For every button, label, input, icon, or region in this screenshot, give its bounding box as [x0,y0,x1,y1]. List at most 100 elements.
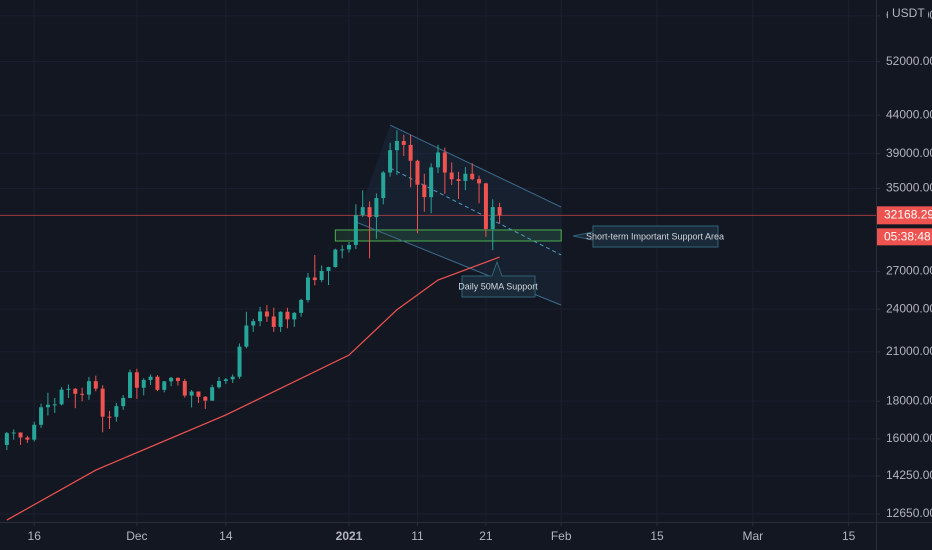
callout-box [572,225,719,248]
ma-line [6,256,500,521]
y-tick-label: 14250.00 [886,468,932,482]
candle-body [25,437,30,440]
currency-label: USDT [892,6,925,20]
candle-body [436,152,440,168]
candle-body [86,381,91,395]
y-tick-label: 21000.00 [886,344,932,358]
callout-box [461,260,536,298]
x-tick-label: 16 [28,529,42,543]
candle-body [388,150,393,173]
y-tick-label: 44000.00 [886,107,932,121]
y-tick-label: 16000.00 [886,431,932,445]
candle-body [278,311,283,327]
y-tick-label: 27000.00 [886,264,932,278]
candle-body [230,376,235,380]
x-tick-label: Mar [742,529,763,543]
candle-body [292,312,297,320]
candle-body [80,393,85,395]
candle-body [52,404,57,406]
y-tick-label: 12650.00 [886,506,932,520]
candle-body [360,207,365,216]
y-tick-label: 52000.00 [886,54,932,68]
last-price-label: 32168.29 [884,208,932,222]
candle-body [285,311,290,320]
candle-body [299,300,304,313]
candle-body [182,381,187,396]
candle-body [189,391,194,396]
candle-body [203,396,208,401]
currency-box [888,5,928,23]
candle-body [210,387,215,401]
y-tick-label: 39000.00 [886,146,932,160]
x-tick-label: 2021 [336,529,363,543]
candle-body [415,160,420,185]
candle-body [408,144,413,161]
candle-body [497,207,502,216]
candle-body [100,388,105,417]
candle-body [114,406,119,417]
candle-body [449,172,454,180]
candle-body [196,391,201,397]
candle-body [271,316,276,327]
last-price-box [877,206,932,225]
candle-body [251,321,256,326]
candle-body [32,424,37,440]
candle-body [353,215,358,245]
candle-body [121,397,126,407]
candle-body [333,249,338,268]
candle-body [470,173,475,180]
candle-body [367,207,372,218]
callout-ma: Daily 50MA Support [458,260,538,298]
candle-body [312,277,317,281]
candle-body [59,389,64,405]
candle-body [107,416,112,418]
callout-support: Short-term Important Support Area [572,225,724,248]
candle-body [456,179,461,181]
candle-body [490,207,495,229]
candle-body [422,184,427,198]
candle-body [326,267,331,271]
y-tick-label: 35000.00 [886,181,932,195]
candle-body [18,432,23,438]
candle-body [141,380,146,388]
support-zone [334,229,562,242]
x-tick-label: 15 [842,529,856,543]
countdown-label: 05:38:48 [884,230,931,244]
candle-body [319,270,324,281]
candle-body [4,433,9,445]
channel-upper [389,124,562,208]
candle-body [264,311,269,317]
candle-body [483,183,488,229]
candle-body [128,372,133,398]
candle-body [223,379,228,382]
x-tick-label: 21 [479,529,493,543]
annotation: Short-term Important Support Area [586,231,724,241]
candle-body [148,376,153,381]
candle-body [347,244,352,250]
candle-body [244,325,249,347]
x-tick-label: Feb [551,529,572,543]
candle-body [93,381,98,389]
candle-body [134,372,139,388]
candle-body [11,432,16,434]
candle-body [305,277,310,301]
candle-body [258,311,263,322]
candle-body [381,172,386,199]
candle-body [401,140,406,145]
candle-body [45,404,50,408]
candle-body [442,152,447,173]
candle-body [394,140,399,151]
x-tick-label: Dec [126,529,147,543]
candle-body [39,407,44,425]
candle-body [340,249,345,251]
annotation: Daily 50MA Support [458,281,538,291]
candle-body [66,388,71,390]
y-tick-label: 18000.00 [886,393,932,407]
candle-body [73,388,78,394]
candle-body [477,179,482,184]
candle-body [155,376,160,390]
candle-body [237,346,242,377]
